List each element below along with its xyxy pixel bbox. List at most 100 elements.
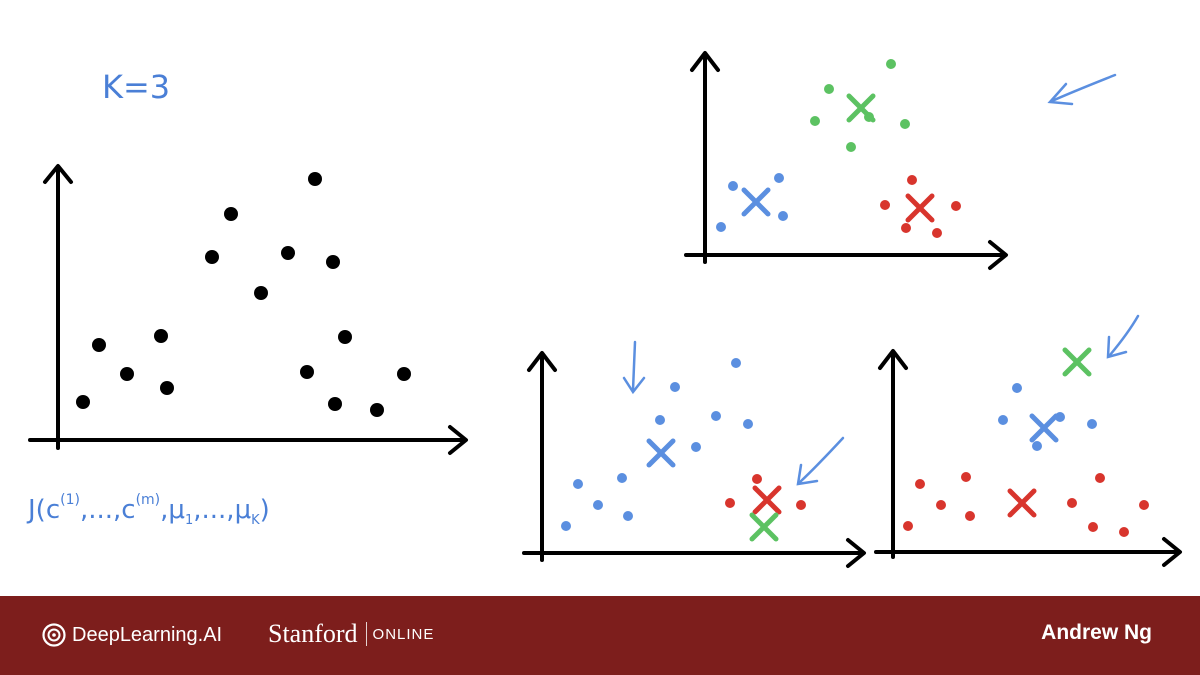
red-cluster-point xyxy=(880,200,890,210)
raw-data-point xyxy=(397,367,411,381)
blue-cluster-point xyxy=(778,211,788,221)
blue-cluster-point xyxy=(1012,383,1022,393)
tr-x-arrow xyxy=(988,240,1008,270)
red-cluster-point xyxy=(725,498,735,508)
raw-plot-axes xyxy=(28,164,468,455)
deeplearning-logo-text: DeepLearning.AI xyxy=(72,623,223,646)
raw-data-point xyxy=(76,395,90,409)
red-cluster-point xyxy=(1095,473,1105,483)
raw-data-point xyxy=(328,397,342,411)
red-cluster-point xyxy=(1088,522,1098,532)
top-right-clusters xyxy=(716,59,961,238)
br-y-arrow xyxy=(878,349,908,370)
cost-function: J(c(1),...,c(m),μ1,...,μK) xyxy=(26,492,270,528)
green-centroid-marker xyxy=(1062,347,1092,377)
cost-muk: μ xyxy=(235,495,252,525)
raw-data-point xyxy=(120,367,134,381)
red-cluster-point xyxy=(1119,527,1129,537)
cost-cm: c xyxy=(121,495,135,525)
bl-x-arrow xyxy=(846,538,866,568)
raw-x-arrow xyxy=(448,425,468,455)
cost-supm: (m) xyxy=(136,492,161,508)
raw-data-point xyxy=(308,172,322,186)
red-cluster-point xyxy=(1139,500,1149,510)
red-cluster-point xyxy=(961,472,971,482)
presenter-name: Andrew Ng xyxy=(1041,621,1152,644)
red-centroid-marker xyxy=(752,485,782,515)
deeplearning-logo-icon xyxy=(42,623,66,647)
slide-canvas: K=3 J(c(1),...,c(m),μ1,...,μK) xyxy=(26,51,1182,568)
red-cluster-point xyxy=(1067,498,1077,508)
red-centroid-marker xyxy=(1007,488,1037,518)
cost-J: J( xyxy=(26,495,46,525)
raw-data-point xyxy=(370,403,384,417)
green-cluster-point xyxy=(886,59,896,69)
k-label: K=3 xyxy=(102,68,170,106)
cost-sep2: ,..., xyxy=(193,495,234,525)
footer-bar: DeepLearning.AI Stanford ONLINE Andrew N… xyxy=(0,596,1200,675)
blue-cluster-point xyxy=(711,411,721,421)
green-centroid-marker xyxy=(749,512,779,542)
cost-mu1: ,μ xyxy=(160,495,185,525)
bl-y-arrow xyxy=(527,351,557,372)
raw-data-point xyxy=(300,365,314,379)
br-x-arrow xyxy=(1162,537,1182,567)
blue-cluster-point xyxy=(998,415,1008,425)
blue-cluster-point xyxy=(774,173,784,183)
cost-sup1: (1) xyxy=(60,492,80,508)
raw-data-point xyxy=(92,338,106,352)
blue-cluster-point xyxy=(623,511,633,521)
top-right-plot-axes xyxy=(684,51,1008,270)
bottom-left-arrow-annotations xyxy=(622,340,845,486)
blue-cluster-point xyxy=(617,473,627,483)
green-cluster-point xyxy=(846,142,856,152)
red-cluster-point xyxy=(965,511,975,521)
raw-data-point xyxy=(338,330,352,344)
raw-y-arrow xyxy=(43,164,73,184)
raw-data-point xyxy=(160,381,174,395)
deeplearning-logo: DeepLearning.AI xyxy=(42,621,222,649)
red-cluster-point xyxy=(796,500,806,510)
raw-data-point xyxy=(254,286,268,300)
red-cluster-point xyxy=(752,474,762,484)
blue-cluster-point xyxy=(593,500,603,510)
stanford-online-logo: Stanford ONLINE xyxy=(268,616,434,652)
blue-cluster-point xyxy=(691,442,701,452)
blue-cluster-point xyxy=(743,419,753,429)
raw-data-point xyxy=(281,246,295,260)
blue-centroid-marker xyxy=(741,187,771,217)
red-cluster-point xyxy=(951,201,961,211)
bottom-left-plot-axes xyxy=(522,351,866,568)
green-centroid-marker xyxy=(846,93,876,123)
stanford-divider xyxy=(365,622,367,646)
green-cluster-point xyxy=(810,116,820,126)
cost-sub1: 1 xyxy=(185,513,193,528)
blue-centroid-marker xyxy=(1029,413,1059,443)
red-cluster-point xyxy=(932,228,942,238)
cost-sep1: ,..., xyxy=(80,495,121,525)
blue-cluster-point xyxy=(1087,419,1097,429)
cost-c1: c xyxy=(46,495,60,525)
raw-data-point xyxy=(205,250,219,264)
bottom-left-clusters xyxy=(561,358,806,542)
blue-cluster-point xyxy=(728,181,738,191)
blue-cluster-point xyxy=(561,521,571,531)
raw-data-points xyxy=(76,172,411,417)
bottom-right-clusters xyxy=(903,347,1149,537)
stanford-online-text: ONLINE xyxy=(372,625,435,643)
cost-close: ) xyxy=(260,495,270,525)
blue-cluster-point xyxy=(670,382,680,392)
blue-cluster-point xyxy=(716,222,726,232)
tr-y-arrow xyxy=(690,51,720,72)
raw-data-point xyxy=(326,255,340,269)
red-centroid-marker xyxy=(905,193,935,223)
blue-cluster-point xyxy=(655,415,665,425)
bottom-right-plot-axes xyxy=(874,349,1182,567)
blue-cluster-point xyxy=(573,479,583,489)
green-cluster-point xyxy=(824,84,834,94)
red-cluster-point xyxy=(901,223,911,233)
blue-cluster-point xyxy=(731,358,741,368)
top-right-arrow-annotation xyxy=(1047,73,1117,106)
red-cluster-point xyxy=(936,500,946,510)
stanford-name: Stanford xyxy=(268,619,358,648)
